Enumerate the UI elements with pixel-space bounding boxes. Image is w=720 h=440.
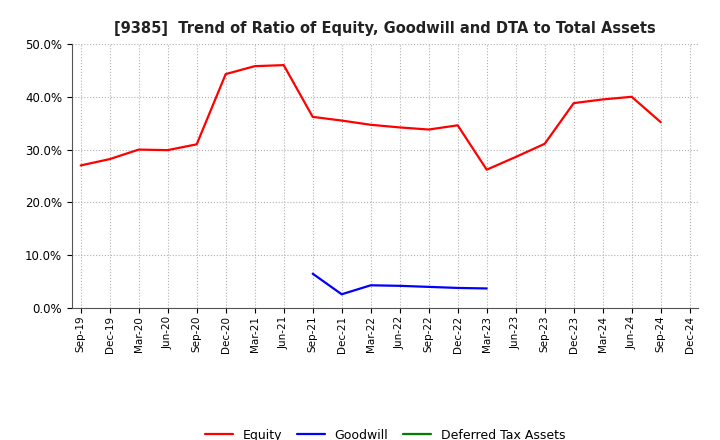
Equity bbox=[541, 141, 549, 147]
Goodwill bbox=[454, 285, 462, 290]
Title: [9385]  Trend of Ratio of Equity, Goodwill and DTA to Total Assets: [9385] Trend of Ratio of Equity, Goodwil… bbox=[114, 21, 656, 36]
Equity bbox=[221, 71, 230, 77]
Equity bbox=[454, 123, 462, 128]
Equity bbox=[308, 114, 317, 120]
Equity bbox=[598, 97, 607, 102]
Goodwill bbox=[338, 292, 346, 297]
Equity bbox=[279, 62, 288, 68]
Equity bbox=[657, 120, 665, 125]
Equity bbox=[627, 94, 636, 99]
Equity bbox=[105, 157, 114, 162]
Equity bbox=[338, 118, 346, 123]
Goodwill bbox=[395, 283, 404, 289]
Equity bbox=[163, 147, 172, 153]
Line: Goodwill: Goodwill bbox=[312, 274, 487, 294]
Line: Equity: Equity bbox=[81, 65, 661, 170]
Equity bbox=[251, 63, 259, 69]
Goodwill bbox=[424, 284, 433, 290]
Legend: Equity, Goodwill, Deferred Tax Assets: Equity, Goodwill, Deferred Tax Assets bbox=[202, 425, 569, 440]
Equity bbox=[192, 142, 201, 147]
Equity bbox=[135, 147, 143, 152]
Equity bbox=[76, 163, 85, 168]
Goodwill bbox=[482, 286, 491, 291]
Equity bbox=[511, 154, 520, 160]
Equity bbox=[366, 122, 375, 128]
Equity bbox=[424, 127, 433, 132]
Goodwill bbox=[308, 271, 317, 276]
Goodwill bbox=[366, 282, 375, 288]
Equity bbox=[395, 125, 404, 130]
Equity bbox=[482, 167, 491, 172]
Equity bbox=[570, 100, 578, 106]
